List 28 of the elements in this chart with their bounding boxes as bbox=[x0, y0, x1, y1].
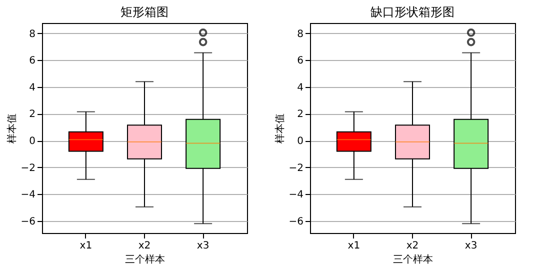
x-tick-label: x3 bbox=[196, 240, 210, 252]
y-tick-label: −2 bbox=[20, 162, 36, 174]
x-axis-title: 三个样本 bbox=[125, 254, 165, 266]
y-axis-title: 样本值 bbox=[6, 114, 18, 144]
y-tick-label: 0 bbox=[297, 136, 304, 148]
y-tick-label: −4 bbox=[288, 190, 304, 201]
chart-title: 矩形箱图 bbox=[120, 5, 168, 19]
x-tick-label: x1 bbox=[80, 240, 92, 252]
x-tick-label: x3 bbox=[464, 240, 478, 252]
x-tick-label: x2 bbox=[406, 240, 419, 252]
x-tick-label: x2 bbox=[138, 240, 151, 252]
y-tick-label: 0 bbox=[29, 136, 36, 148]
y-tick-label: −6 bbox=[288, 216, 304, 228]
y-tick-label: 4 bbox=[29, 82, 36, 94]
y-tick-label: 2 bbox=[29, 109, 36, 120]
y-tick-label: 6 bbox=[297, 56, 304, 67]
y-tick-label: 2 bbox=[297, 109, 304, 120]
chart-title: 缺口形状箱形图 bbox=[370, 5, 454, 19]
y-tick-label: 8 bbox=[29, 28, 36, 40]
y-tick-label: −6 bbox=[20, 216, 36, 228]
y-tick-label: −4 bbox=[20, 190, 36, 201]
y-tick-label: 6 bbox=[29, 56, 36, 67]
x-tick-label: x1 bbox=[348, 240, 360, 252]
y-tick-label: 4 bbox=[297, 82, 304, 94]
y-tick-label: 8 bbox=[297, 28, 304, 40]
y-axis-title: 样本值 bbox=[274, 114, 286, 144]
x-axis-title: 三个样本 bbox=[393, 254, 433, 266]
y-tick-label: −2 bbox=[288, 162, 304, 174]
